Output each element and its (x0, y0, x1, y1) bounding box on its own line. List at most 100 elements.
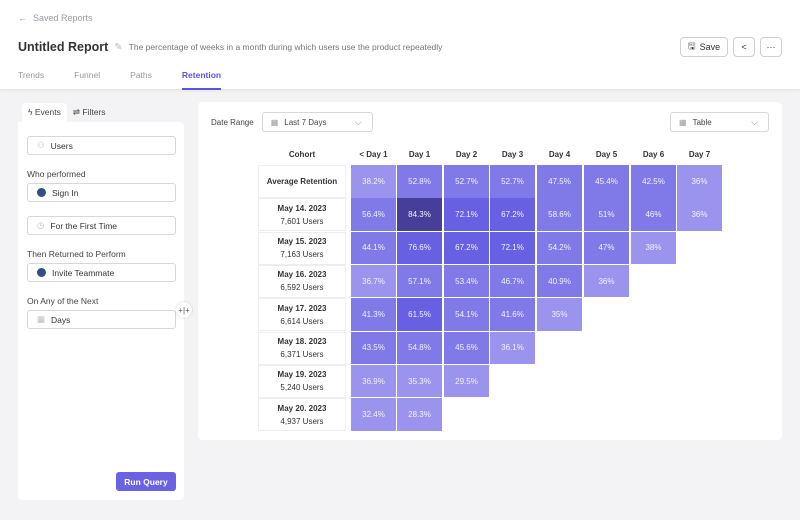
chevron-down-icon: ⌵ (751, 117, 758, 127)
retention-cell[interactable]: 53.4% (444, 264, 489, 298)
cohort-date: May 15. 2023 (277, 237, 327, 247)
save-icon: 🖫 (687, 41, 696, 51)
calendar-icon: ▦ (37, 314, 46, 324)
retention-cell[interactable]: 35% (537, 298, 582, 331)
cohort-users: 6,592 Users (280, 283, 324, 293)
retention-cell[interactable]: 44.1% (351, 231, 396, 265)
cohort-cell: May 16. 2023 6,592 Users (258, 264, 346, 298)
retention-cell[interactable]: 54.8% (397, 331, 442, 364)
cohort-date: May 17. 2023 (277, 303, 327, 313)
cohort-users: 7,601 Users (280, 216, 324, 226)
retention-cell[interactable]: 51% (584, 198, 629, 231)
cohort-cell: Average Retention (258, 165, 346, 198)
view-select[interactable]: ▦ Table ⌵ (670, 112, 769, 132)
tab-retention[interactable]: Retention (181, 70, 222, 90)
date-range-select[interactable]: ▦ Last 7 Days ⌵ (261, 112, 373, 132)
events-label: Events (34, 107, 61, 117)
retention-cell[interactable]: 45.4% (584, 165, 629, 198)
title-row: Untitled Report ✎ The percentage of week… (18, 40, 658, 54)
cohort-cell: May 17. 2023 6,614 Users (258, 298, 346, 332)
run-query-button[interactable]: Run Query (116, 472, 176, 491)
retention-cell[interactable]: 46% (631, 198, 676, 231)
share-button[interactable]: < (733, 37, 755, 57)
retention-cell[interactable]: 40.9% (537, 264, 582, 298)
retention-cell[interactable]: 36% (677, 165, 722, 198)
retention-cell[interactable]: 36% (584, 264, 629, 298)
results-card: Date Range ▦ Last 7 Days ⌵ ▦ Table ⌵ Cohort <… (198, 102, 782, 440)
retention-cell[interactable]: 42.5% (631, 165, 676, 198)
days-field[interactable]: ▦ Days (27, 310, 176, 329)
column-header: Day 7 (688, 150, 711, 159)
retention-cell[interactable]: 54.1% (444, 298, 489, 331)
cohort-users: 4,937 Users (280, 416, 324, 426)
retention-cell[interactable]: 56.4% (351, 198, 396, 231)
cohort-date: May 14. 2023 (277, 203, 327, 213)
retention-cell[interactable]: 38.2% (351, 165, 396, 198)
any-next-label: On Any of the Next (27, 296, 99, 306)
retention-cell[interactable]: 36% (677, 198, 722, 231)
grid-icon: ▦ (679, 117, 687, 127)
retention-cell[interactable]: 36.1% (490, 331, 535, 364)
retention-cell[interactable]: 45.6% (444, 331, 489, 364)
report-title[interactable]: Untitled Report (18, 40, 109, 54)
retention-cell[interactable]: 38% (631, 231, 676, 265)
save-label: Save (699, 42, 721, 52)
more-button[interactable]: ··· (760, 37, 782, 57)
retention-cell[interactable]: 52.7% (444, 165, 489, 198)
retention-cell[interactable]: 58.6% (537, 198, 582, 231)
retention-cell[interactable]: 54.2% (537, 231, 582, 265)
user-icon: ⚇ (37, 140, 45, 150)
pencil-icon[interactable]: ✎ (114, 41, 123, 53)
retention-cell[interactable]: 72.1% (490, 231, 535, 265)
retention-cell[interactable]: 41.3% (351, 298, 396, 331)
retention-cell[interactable]: 41.6% (490, 298, 535, 331)
back-link[interactable]: ← Saved Reports (18, 13, 93, 23)
column-header: < Day 1 (359, 150, 388, 159)
retention-cell[interactable]: 36.7% (351, 264, 396, 298)
cohort-users: 6,614 Users (280, 316, 324, 326)
save-button[interactable]: 🖫 Save (680, 37, 728, 57)
retention-cell[interactable]: 52.7% (490, 165, 535, 198)
tab-events[interactable]: ϟ Events (22, 103, 67, 122)
cohort-date: May 16. 2023 (277, 270, 327, 280)
cohort-users: 5,240 Users (280, 383, 324, 393)
cohort-cell: May 18. 2023 6,371 Users (258, 331, 346, 365)
resize-handle-icon[interactable]: +|+ (176, 302, 192, 318)
cohort-date: Average Retention (266, 177, 338, 186)
event-invite-field[interactable]: Invite Teammate (27, 263, 176, 282)
tab-funnel[interactable]: Funnel (74, 70, 101, 80)
event-sign-in-field[interactable]: Sign In (27, 183, 176, 202)
retention-cell[interactable]: 76.6% (397, 231, 442, 265)
tab-trends[interactable]: Trends (18, 70, 45, 80)
cohort-users: 7,163 Users (280, 250, 324, 260)
retention-cell[interactable]: 67.2% (444, 231, 489, 265)
retention-cell[interactable]: 47.5% (537, 165, 582, 198)
retention-cell[interactable]: 46.7% (490, 264, 535, 298)
retention-cell[interactable]: 35.3% (397, 364, 442, 398)
retention-cell[interactable]: 72.1% (444, 198, 489, 231)
cohort-cell: May 19. 2023 5,240 Users (258, 364, 346, 398)
tab-filters[interactable]: ⇌ Filters (67, 103, 112, 122)
users-field[interactable]: ⚇ Users (27, 136, 176, 155)
tab-paths[interactable]: Paths (130, 70, 152, 80)
cohort-date: May 20. 2023 (277, 403, 327, 413)
retention-cell[interactable]: 61.5% (397, 298, 442, 331)
retention-cell[interactable]: 67.2% (490, 198, 535, 231)
back-label: Saved Reports (33, 13, 93, 23)
retention-cell[interactable]: 57.1% (397, 264, 442, 298)
chevron-down-icon: ⌵ (354, 117, 362, 127)
retention-cell[interactable]: 43.5% (351, 331, 396, 364)
retention-cell[interactable]: 36.9% (351, 364, 396, 398)
filters-label: Filters (82, 107, 106, 117)
retention-cell[interactable]: 28.3% (397, 398, 442, 431)
event2-value: Invite Teammate (52, 267, 115, 278)
arrow-left-icon: ← (18, 13, 27, 23)
retention-cell[interactable]: 52.8% (397, 165, 442, 198)
retention-cell[interactable]: 47% (584, 231, 629, 265)
column-header: Day 1 (408, 150, 431, 159)
cohort-date: May 19. 2023 (277, 370, 327, 380)
retention-cell[interactable]: 84.3% (397, 198, 442, 231)
first-time-field[interactable]: ◷ For the First Time (27, 216, 176, 235)
retention-cell[interactable]: 32.4% (351, 398, 396, 431)
retention-cell[interactable]: 29.5% (444, 364, 489, 398)
